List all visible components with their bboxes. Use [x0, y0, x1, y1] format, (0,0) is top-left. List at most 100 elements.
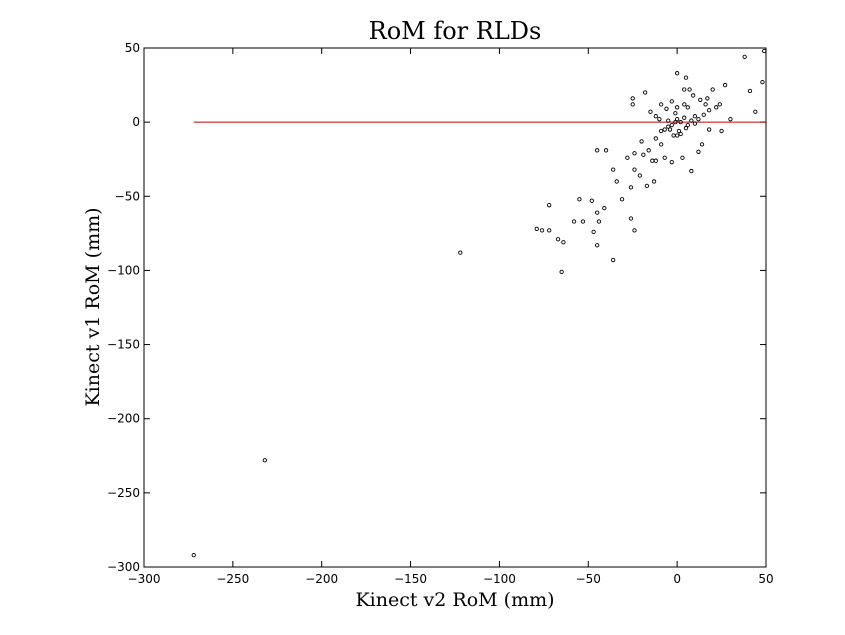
x-tick-label: −250: [216, 572, 249, 586]
data-point: [682, 115, 687, 120]
data-point: [648, 109, 653, 114]
data-point: [596, 219, 602, 224]
data-point: [602, 205, 607, 211]
data-point: [664, 106, 669, 111]
data-point: [658, 128, 664, 134]
data-point: [458, 250, 463, 255]
data-point: [628, 185, 634, 190]
data-point: [669, 160, 674, 165]
data-point: [589, 198, 594, 203]
data-point: [685, 105, 690, 110]
data-point: [611, 167, 616, 172]
data-point: [719, 128, 724, 134]
data-point: [653, 136, 658, 141]
data-point: [680, 155, 685, 160]
data-point: [191, 552, 196, 558]
x-tick-label: −50: [576, 572, 601, 586]
data-point: [625, 155, 630, 160]
data-point: [651, 179, 657, 184]
data-point: [611, 257, 616, 263]
data-point: [667, 127, 673, 132]
data-point: [674, 133, 680, 138]
plot-area: [143, 47, 767, 568]
data-point: [706, 108, 712, 113]
data-point: [669, 122, 674, 128]
data-point: [669, 99, 674, 104]
data-point: [619, 197, 625, 202]
x-tick-label: 0: [673, 572, 681, 586]
data-point: [555, 237, 561, 242]
data-point: [676, 128, 682, 134]
data-point: [714, 105, 719, 110]
data-point: [662, 127, 667, 132]
y-axis-label: Kinect v1 RoM (mm): [82, 207, 104, 406]
data-point: [534, 226, 539, 232]
x-tick-label: −300: [128, 572, 161, 586]
x-tick-label: −150: [394, 572, 427, 586]
data-point: [662, 155, 667, 160]
x-tick-label: −200: [305, 572, 338, 586]
data-point: [685, 122, 690, 128]
data-point: [571, 219, 577, 224]
data-point: [646, 148, 651, 153]
data-point: [643, 90, 648, 95]
x-axis-label: Kinect v2 RoM (mm): [355, 589, 554, 611]
data-point: [678, 119, 683, 125]
data-point: [262, 458, 267, 463]
data-point: [632, 228, 637, 233]
data-point: [689, 118, 694, 123]
data-point: [595, 243, 600, 248]
data-point: [728, 117, 733, 122]
data-point: [678, 131, 683, 137]
data-point: [658, 142, 664, 147]
y-tick-label: −150: [107, 338, 140, 352]
tick-labels: −300 −250 −200 −150 −100 −50 0 50 −300 −250 −200 −1…: [107, 41, 774, 586]
y-tick-label: 50: [125, 41, 140, 55]
data-point: [689, 168, 694, 174]
data-point: [580, 219, 586, 224]
data-point: [666, 118, 671, 123]
data-points: [191, 48, 767, 558]
data-point: [632, 167, 637, 172]
data-point: [603, 148, 609, 153]
data-point: [706, 127, 712, 132]
data-point: [753, 109, 758, 114]
data-point: [690, 93, 696, 98]
data-point: [657, 117, 662, 122]
data-point: [644, 183, 650, 189]
data-point: [703, 102, 708, 107]
data-point: [683, 125, 689, 131]
data-point: [628, 216, 634, 221]
data-point: [632, 151, 637, 156]
data-point: [674, 117, 680, 122]
data-point: [561, 240, 566, 245]
axis-ticks: [143, 47, 767, 568]
data-point: [639, 139, 644, 144]
y-tick-label: 0: [132, 115, 140, 129]
data-point: [630, 102, 635, 107]
data-point: [760, 79, 765, 85]
data-point: [614, 179, 619, 184]
data-point: [595, 210, 600, 215]
data-point: [696, 149, 701, 154]
data-point: [692, 114, 698, 119]
data-point: [674, 105, 680, 110]
data-point: [577, 197, 582, 202]
data-point: [630, 96, 635, 101]
data-point: [701, 112, 706, 117]
data-point: [547, 203, 552, 208]
data-point: [674, 71, 680, 76]
data-point: [692, 121, 698, 126]
data-point: [653, 114, 658, 119]
data-point: [705, 96, 710, 101]
data-point: [747, 88, 753, 94]
data-point: [591, 229, 596, 235]
data-point: [539, 228, 545, 233]
data-point: [683, 75, 689, 80]
data-point: [742, 54, 747, 60]
data-point: [673, 111, 678, 116]
data-point: [637, 173, 642, 178]
x-tick-label: −100: [483, 572, 516, 586]
data-point: [687, 87, 692, 92]
